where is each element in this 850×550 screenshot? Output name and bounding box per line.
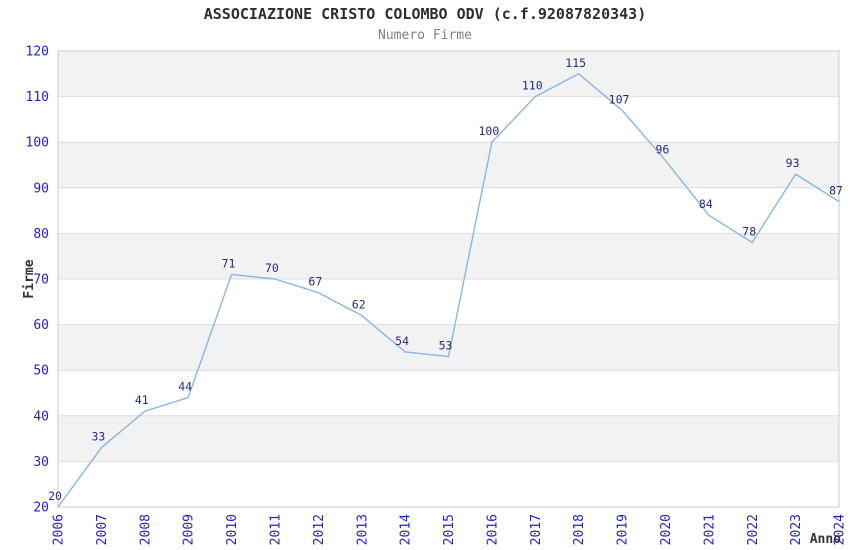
x-tick-label: 2018 [572, 514, 587, 545]
data-label: 71 [222, 256, 236, 270]
chart-title: ASSOCIAZIONE CRISTO COLOMBO ODV (c.f.920… [203, 5, 647, 23]
data-label: 93 [786, 156, 800, 170]
band [58, 233, 839, 279]
data-label: 107 [609, 92, 630, 106]
y-tick-label: 100 [26, 136, 49, 151]
x-tick-label: 2011 [268, 514, 283, 545]
x-tick-label: 2021 [702, 514, 717, 545]
series-line [57, 73, 840, 508]
x-tick-label: 2016 [485, 514, 500, 545]
data-label: 100 [478, 124, 499, 138]
x-tick-label: 2017 [529, 514, 544, 545]
x-tick-label: 2012 [312, 514, 327, 545]
data-label: 62 [352, 297, 366, 311]
x-tick-label: 2014 [399, 514, 414, 545]
data-label: 67 [308, 275, 322, 289]
data-label: 53 [439, 339, 453, 353]
y-axis-title: Firme [22, 259, 37, 298]
band [58, 51, 839, 97]
x-tick-label: 2022 [746, 514, 761, 545]
y-tick-label: 90 [33, 181, 49, 196]
x-tick-labels: 2006 2007 2008 2009 2010 2011 2012 2013 2014 2015… [52, 514, 848, 545]
data-label: 96 [656, 142, 670, 156]
data-label: 78 [742, 225, 756, 239]
plot-border [57, 50, 840, 508]
chart-subtitle: Numero Firme [378, 28, 472, 43]
x-tick-label: 2010 [225, 514, 240, 545]
band [58, 415, 839, 462]
y-tick-label: 50 [33, 364, 49, 379]
y-tick-label: 20 [33, 501, 49, 516]
data-label: 87 [829, 183, 843, 197]
y-tick-label: 120 [26, 45, 49, 60]
x-tick-label: 2019 [616, 514, 631, 545]
data-label: 84 [699, 197, 713, 211]
x-tick-label: 2006 [52, 514, 67, 545]
x-axis-title: Anno [810, 532, 841, 547]
data-label: 44 [178, 380, 192, 394]
x-tick-label: 2015 [442, 514, 457, 545]
y-tick-label: 70 [33, 273, 49, 288]
y-tick-label: 60 [33, 318, 49, 333]
gridlines [58, 96, 839, 462]
data-label: 110 [522, 79, 543, 93]
data-label: 20 [48, 489, 62, 503]
data-label: 33 [91, 430, 105, 444]
band [58, 324, 839, 371]
x-tick-label: 2023 [789, 514, 804, 545]
x-tick-label: 2008 [138, 514, 153, 545]
data-label: 115 [565, 56, 586, 70]
y-tick-label: 110 [26, 90, 49, 105]
x-tick-label: 2024 [833, 514, 848, 545]
x-tick-label: 2009 [182, 514, 197, 545]
y-tick-label: 80 [33, 227, 49, 242]
data-label: 54 [395, 334, 409, 348]
background-bands [58, 51, 839, 462]
x-tick-label: 2007 [95, 514, 110, 545]
x-tick-label: 2020 [659, 514, 674, 545]
y-tick-label: 30 [33, 455, 49, 470]
y-tick-labels: 20 30 40 50 60 70 80 90 100 110 120 [26, 45, 49, 516]
band [58, 142, 839, 188]
y-tick-label: 40 [33, 409, 49, 424]
data-label: 70 [265, 261, 279, 275]
data-labels: 20 33 41 44 71 70 67 62 54 53 100 110 115 107 96 84 78 93… [48, 56, 843, 503]
x-tick-label: 2013 [355, 514, 370, 545]
data-label: 41 [135, 393, 149, 407]
